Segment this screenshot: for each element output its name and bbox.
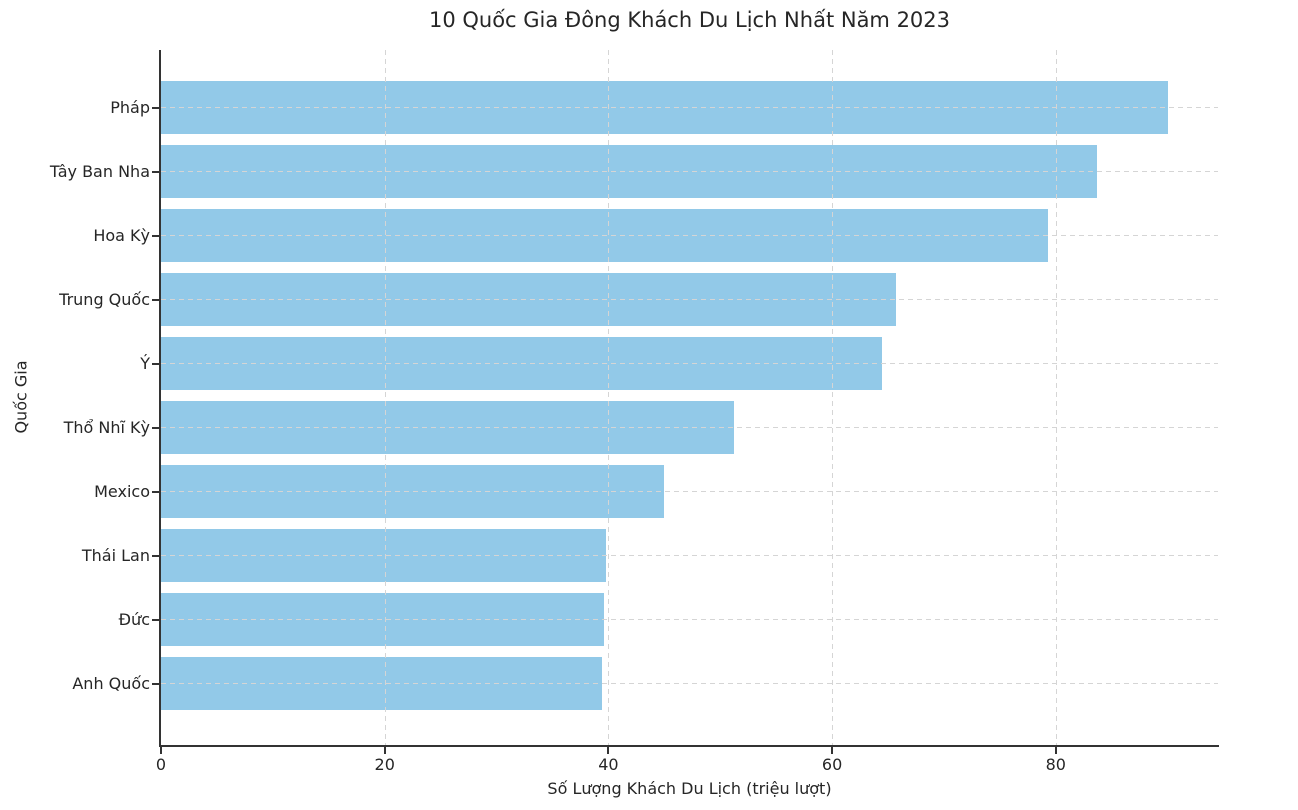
y-tick-label: Đức xyxy=(118,609,150,629)
y-tick-mark xyxy=(152,490,159,493)
y-tick-mark xyxy=(152,554,159,557)
x-tick-mark xyxy=(383,747,386,754)
x-tick-label: 80 xyxy=(1045,755,1066,774)
y-tick-mark xyxy=(152,170,159,173)
bar-row xyxy=(161,209,1218,262)
gridline-horizontal xyxy=(161,171,1218,172)
y-tick-mark xyxy=(152,426,159,429)
y-tick-mark xyxy=(152,234,159,237)
bars-container xyxy=(161,50,1218,745)
y-tick-label: Thổ Nhĩ Kỳ xyxy=(63,417,150,437)
y-tick-mark xyxy=(152,618,159,621)
gridline-horizontal xyxy=(161,363,1218,364)
plot-area xyxy=(161,50,1218,745)
x-axis-spine xyxy=(159,745,1219,747)
gridline-horizontal xyxy=(161,427,1218,428)
bar-row xyxy=(161,529,1218,582)
x-tick-mark xyxy=(831,747,834,754)
x-tick-label: 60 xyxy=(821,755,843,774)
x-tick-mark xyxy=(160,747,162,754)
y-tick-label: Ý xyxy=(140,353,150,373)
bar-row xyxy=(161,593,1218,646)
y-tick-mark xyxy=(152,298,159,301)
bar-row xyxy=(161,401,1218,454)
gridline-horizontal xyxy=(161,555,1218,556)
bar-row xyxy=(161,337,1218,390)
y-axis-spine xyxy=(159,50,161,747)
x-tick-mark xyxy=(607,747,610,754)
gridline-horizontal xyxy=(161,619,1218,620)
chart-title: 10 Quốc Gia Đông Khách Du Lịch Nhất Năm … xyxy=(428,8,951,32)
y-tick-label: Pháp xyxy=(110,97,150,117)
y-tick-mark xyxy=(152,106,159,109)
x-tick-mark xyxy=(1054,747,1057,754)
x-tick-label: 20 xyxy=(374,755,395,774)
y-tick-mark xyxy=(152,362,159,365)
bar-row xyxy=(161,273,1218,326)
gridline-horizontal xyxy=(161,491,1218,492)
gridline-vertical-60 xyxy=(832,50,834,745)
y-tick-mark xyxy=(152,682,159,685)
gridline-horizontal xyxy=(161,683,1218,684)
bar-row xyxy=(161,465,1218,518)
bar-row xyxy=(161,657,1218,710)
bar-row xyxy=(161,145,1218,198)
x-axis-label: Số Lượng Khách Du Lịch (triệu lượt) xyxy=(547,779,832,798)
gridline-vertical-80 xyxy=(1055,50,1057,745)
bar-row xyxy=(161,81,1218,134)
gridline-vertical-40 xyxy=(608,50,610,745)
y-tick-label: Hoa Kỳ xyxy=(93,225,150,245)
x-tick-label: 40 xyxy=(598,755,619,774)
y-tick-label: Trung Quốc xyxy=(59,289,150,309)
gridline-horizontal xyxy=(161,299,1218,300)
y-tick-label: Tây Ban Nha xyxy=(49,161,150,181)
y-tick-label: Thái Lan xyxy=(81,545,150,565)
gridline-vertical-20 xyxy=(384,50,386,745)
gridline-horizontal xyxy=(161,235,1218,236)
y-tick-label: Mexico xyxy=(94,481,150,501)
y-tick-label: Anh Quốc xyxy=(72,673,150,693)
gridline-horizontal xyxy=(161,107,1218,108)
x-tick-label: 0 xyxy=(155,755,167,774)
